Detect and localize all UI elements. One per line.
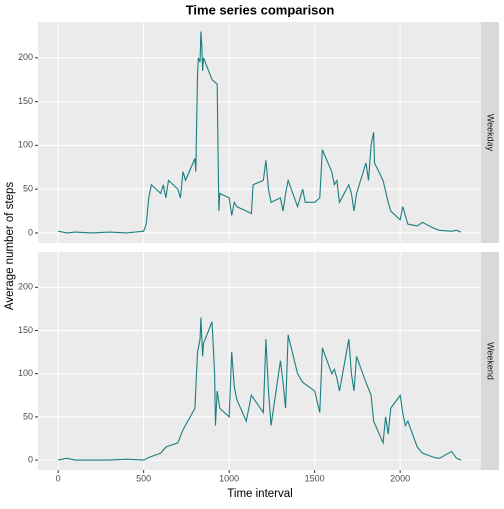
chart-title: Time series comparison [186, 2, 335, 17]
y-axis-label: Average number of steps [4, 182, 16, 311]
panel-background [38, 252, 481, 470]
y-tick-label: 50 [23, 411, 33, 421]
series-line [58, 31, 462, 234]
y-tick-label: 50 [23, 184, 33, 194]
y-tick-label: 200 [18, 282, 33, 292]
facet-label: Weekday [486, 114, 496, 152]
x-axis-label: Time interval [227, 488, 292, 500]
y-tick-label: 150 [18, 325, 33, 335]
facet-strip [481, 252, 499, 470]
y-tick-label: 150 [18, 96, 33, 106]
x-tick-label: 1000 [219, 473, 239, 483]
x-tick-label: 500 [136, 473, 151, 483]
y-tick-label: 100 [18, 140, 33, 150]
y-tick-label: 0 [28, 454, 33, 464]
facet-label: Weekend [486, 342, 496, 380]
panel-background [38, 22, 481, 243]
y-tick-label: 200 [18, 52, 33, 62]
y-tick-label: 0 [28, 227, 33, 237]
x-tick-label: 0 [56, 473, 61, 483]
y-tick-label: 100 [18, 368, 33, 378]
facet-strip [481, 22, 499, 243]
series-line [58, 317, 462, 461]
x-tick-label: 1500 [305, 473, 325, 483]
x-tick-label: 2000 [390, 473, 410, 483]
